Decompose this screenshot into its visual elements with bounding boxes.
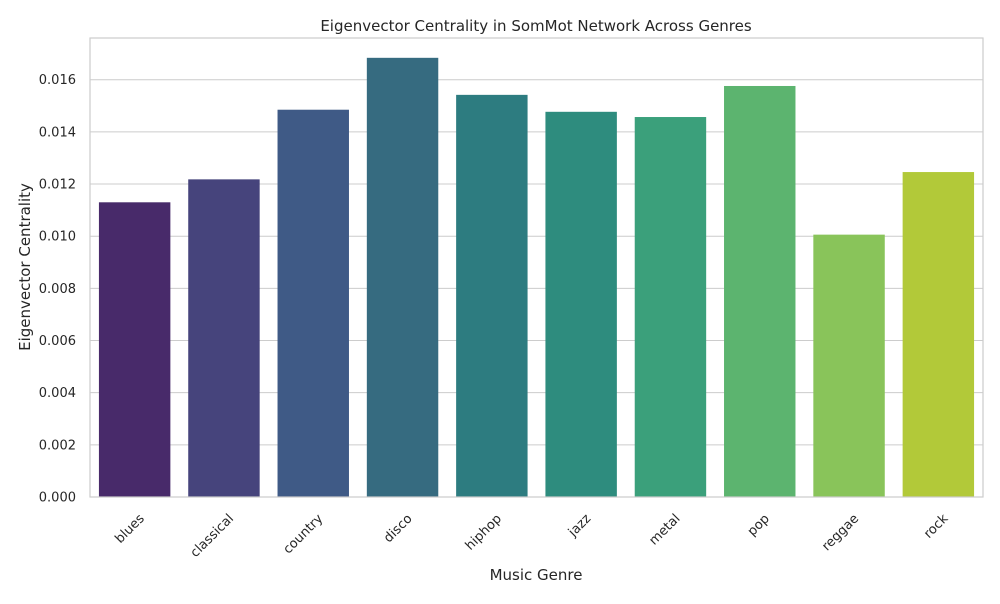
y-tick-label: 0.010 bbox=[39, 230, 76, 245]
y-tick-label: 0.008 bbox=[39, 282, 76, 297]
bar-metal bbox=[634, 117, 707, 497]
x-tick-label: jazz bbox=[565, 511, 594, 540]
x-tick-label: pop bbox=[745, 511, 773, 539]
bar-disco bbox=[366, 57, 439, 497]
bar-classical bbox=[188, 179, 260, 497]
bar-jazz bbox=[545, 111, 617, 497]
x-axis-ticks: blues classical country disco hiphop jazz meta… bbox=[112, 511, 951, 561]
bar-blues bbox=[98, 202, 171, 497]
y-tick-label: 0.000 bbox=[39, 491, 76, 506]
y-tick-label: 0.006 bbox=[39, 334, 76, 349]
x-axis-label: Music Genre bbox=[490, 566, 583, 584]
y-tick-label: 0.016 bbox=[39, 73, 76, 88]
x-tick-label: hiphop bbox=[463, 511, 505, 553]
bar-rock bbox=[902, 172, 975, 497]
chart-title: Eigenvector Centrality in SomMot Network… bbox=[320, 17, 752, 35]
y-axis-ticks: 0.000 0.002 0.004 0.006 0.008 0.010 0.012 0.014… bbox=[39, 73, 76, 505]
plot-frame bbox=[89, 37, 984, 498]
x-tick-label: classical bbox=[188, 511, 237, 560]
bar-country bbox=[277, 109, 349, 497]
bar-reggae bbox=[813, 234, 885, 497]
y-tick-label: 0.012 bbox=[39, 178, 76, 193]
y-tick-label: 0.002 bbox=[39, 438, 76, 453]
x-tick-label: rock bbox=[921, 511, 952, 542]
x-tick-label: metal bbox=[646, 511, 683, 548]
y-axis-label: Eigenvector Centrality bbox=[16, 183, 34, 351]
bar-pop bbox=[724, 85, 796, 498]
bar-hiphop bbox=[456, 94, 528, 498]
x-tick-label: disco bbox=[381, 511, 415, 545]
x-tick-label: blues bbox=[112, 511, 147, 546]
y-tick-label: 0.014 bbox=[39, 125, 76, 140]
bars bbox=[98, 57, 975, 498]
x-tick-label: reggae bbox=[819, 511, 862, 554]
x-tick-label: country bbox=[281, 511, 327, 557]
y-tick-label: 0.004 bbox=[39, 386, 76, 401]
